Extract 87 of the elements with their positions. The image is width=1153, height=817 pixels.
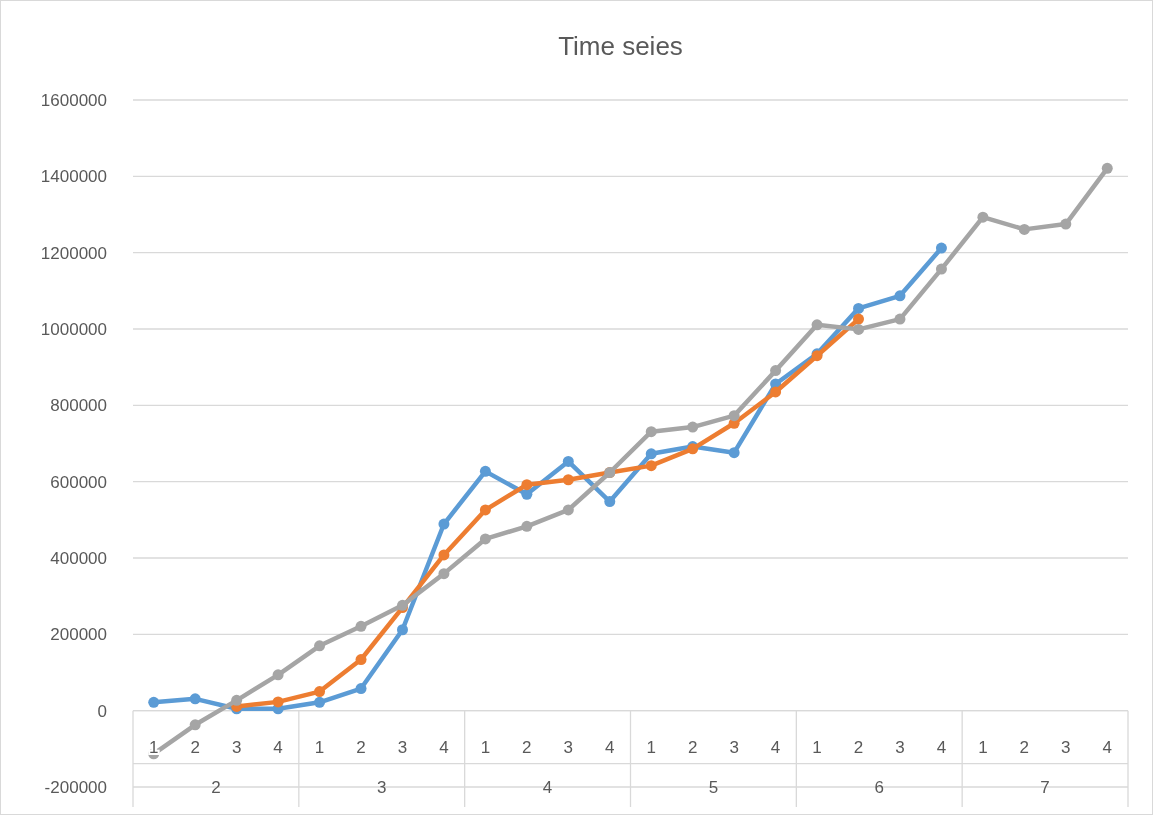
y-tick-label: 1400000 bbox=[40, 167, 107, 187]
point bbox=[604, 496, 616, 508]
x-tick-label: 4 bbox=[605, 737, 615, 757]
y-tick-label: 0 bbox=[97, 701, 107, 721]
point bbox=[853, 323, 865, 335]
x-tick-label: 3 bbox=[1061, 737, 1071, 757]
x-tick-label: 3 bbox=[231, 737, 242, 757]
point bbox=[396, 624, 408, 636]
point bbox=[438, 568, 450, 580]
point bbox=[894, 313, 906, 325]
y-tick-label: 1000000 bbox=[40, 319, 107, 339]
x-tick-label: 1 bbox=[480, 737, 491, 757]
point bbox=[894, 290, 906, 302]
annotation: 5 bbox=[708, 777, 719, 797]
point bbox=[935, 263, 947, 275]
point bbox=[770, 365, 782, 377]
point bbox=[479, 533, 491, 545]
x-tick-label: 2 bbox=[522, 737, 532, 757]
point bbox=[231, 694, 243, 706]
point bbox=[562, 504, 574, 516]
x-tick-label: 4 bbox=[439, 737, 449, 757]
point bbox=[853, 313, 865, 325]
point bbox=[562, 474, 574, 486]
point bbox=[189, 693, 201, 705]
y-tick-label: 200000 bbox=[50, 625, 107, 645]
point bbox=[811, 319, 823, 331]
y-tick-label: 400000 bbox=[50, 548, 107, 568]
annotation: 7 bbox=[1040, 777, 1050, 797]
x-tick-label: 2 bbox=[356, 737, 366, 757]
y-tick-label: 600000 bbox=[50, 472, 107, 492]
point bbox=[272, 696, 284, 708]
y-tick-label: 1200000 bbox=[40, 243, 107, 263]
x-tick-label: 4 bbox=[273, 737, 283, 757]
point bbox=[479, 465, 491, 477]
x-tick-label: 2 bbox=[853, 737, 864, 757]
point bbox=[355, 683, 367, 695]
point bbox=[562, 455, 574, 467]
x-tick-label: 2 bbox=[687, 737, 698, 757]
annotation: 3 bbox=[377, 777, 387, 797]
point bbox=[977, 211, 989, 223]
x-tick-label: 4 bbox=[770, 737, 781, 757]
y-tick-label: -200000 bbox=[44, 777, 107, 797]
point bbox=[314, 640, 326, 652]
point bbox=[853, 302, 865, 314]
annotation: 4 bbox=[542, 777, 553, 797]
point bbox=[645, 448, 657, 460]
x-tick-label: 1 bbox=[812, 737, 822, 757]
point bbox=[645, 460, 657, 472]
point bbox=[1018, 223, 1030, 235]
annotation: 2 bbox=[211, 777, 221, 797]
chart-title: Time seies bbox=[558, 31, 683, 61]
x-tick-label: 2 bbox=[1019, 737, 1030, 757]
point bbox=[770, 386, 782, 398]
x-tick-label: 3 bbox=[397, 737, 408, 757]
point bbox=[645, 426, 657, 438]
point bbox=[148, 696, 160, 708]
point bbox=[1101, 162, 1113, 174]
point bbox=[314, 696, 326, 708]
point bbox=[314, 686, 326, 698]
y-tick-label: 1600000 bbox=[40, 90, 107, 110]
x-tick-label: 1 bbox=[646, 737, 656, 757]
point bbox=[1060, 218, 1072, 230]
point bbox=[935, 242, 947, 254]
x-tick-label: 4 bbox=[936, 737, 947, 757]
point bbox=[521, 479, 533, 491]
point bbox=[687, 421, 699, 433]
x-tick-label: 1 bbox=[978, 737, 988, 757]
point bbox=[355, 620, 367, 632]
x-tick-label: 3 bbox=[895, 737, 905, 757]
x-tick-label: 1 bbox=[314, 737, 325, 757]
point bbox=[728, 447, 740, 459]
point bbox=[479, 504, 491, 516]
point bbox=[272, 669, 284, 681]
annotation: 6 bbox=[874, 777, 884, 797]
point bbox=[728, 410, 740, 422]
point bbox=[521, 520, 533, 532]
x-tick-label: 3 bbox=[563, 737, 574, 757]
x-tick-label: 3 bbox=[729, 737, 739, 757]
x-tick-label: 4 bbox=[1102, 737, 1113, 757]
x-tick-label: 2 bbox=[190, 737, 200, 757]
point bbox=[521, 488, 533, 500]
point bbox=[438, 549, 450, 561]
y-tick-label: 800000 bbox=[50, 396, 107, 416]
x-tick-label: 1 bbox=[148, 737, 159, 757]
point bbox=[189, 719, 201, 731]
point bbox=[438, 518, 450, 530]
point bbox=[355, 654, 367, 666]
